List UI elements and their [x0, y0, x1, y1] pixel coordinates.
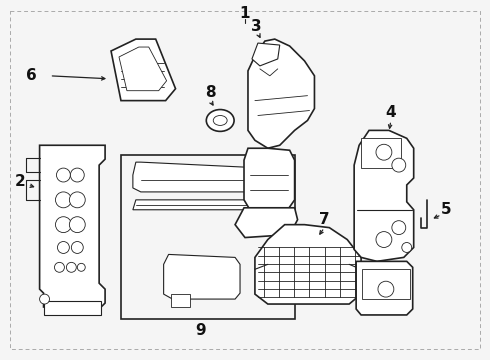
Polygon shape [356, 261, 413, 315]
Bar [361, 138, 401, 168]
Text: 5: 5 [441, 202, 452, 217]
Circle shape [55, 192, 72, 208]
Text: 7: 7 [319, 212, 330, 227]
Polygon shape [164, 255, 240, 299]
Circle shape [392, 158, 406, 172]
Text: 8: 8 [205, 85, 216, 100]
Circle shape [376, 144, 392, 160]
Circle shape [378, 281, 394, 297]
Polygon shape [40, 145, 105, 307]
Polygon shape [255, 225, 361, 304]
Polygon shape [119, 47, 167, 91]
Circle shape [70, 217, 85, 233]
Polygon shape [235, 208, 297, 238]
Polygon shape [354, 130, 414, 261]
Circle shape [72, 242, 83, 253]
Polygon shape [248, 39, 315, 148]
Bar [121, 155, 294, 319]
Circle shape [77, 264, 85, 271]
Polygon shape [171, 294, 191, 307]
Circle shape [66, 262, 76, 272]
Ellipse shape [213, 116, 227, 125]
Text: 9: 9 [195, 323, 206, 338]
Circle shape [54, 262, 64, 272]
Polygon shape [44, 301, 101, 315]
Circle shape [56, 168, 71, 182]
Polygon shape [244, 148, 294, 215]
Text: 3: 3 [250, 19, 261, 34]
Circle shape [402, 243, 412, 252]
Polygon shape [133, 200, 275, 210]
Polygon shape [252, 43, 280, 66]
Circle shape [71, 168, 84, 182]
Text: 6: 6 [26, 68, 37, 83]
Polygon shape [133, 162, 272, 192]
Circle shape [57, 242, 70, 253]
Bar [362, 269, 410, 299]
Circle shape [40, 294, 49, 304]
Circle shape [70, 192, 85, 208]
Circle shape [55, 217, 72, 233]
Ellipse shape [206, 109, 234, 131]
Text: 2: 2 [14, 175, 25, 189]
Text: 1: 1 [240, 6, 250, 21]
Text: 4: 4 [386, 105, 396, 120]
Circle shape [376, 231, 392, 247]
Polygon shape [111, 39, 175, 100]
Circle shape [392, 221, 406, 235]
